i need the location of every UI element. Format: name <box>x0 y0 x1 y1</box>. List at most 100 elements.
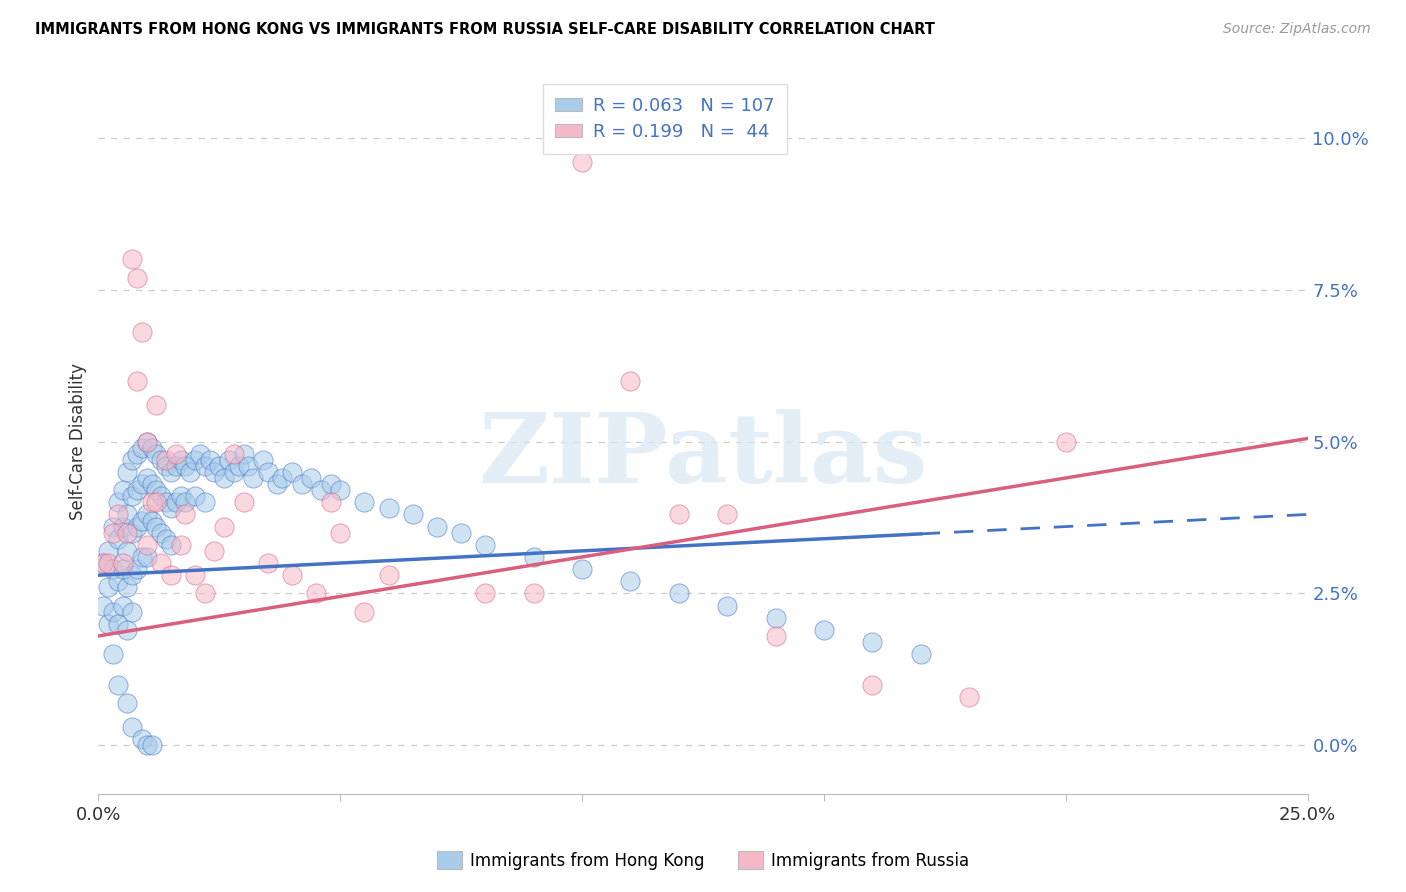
Point <box>910 647 932 661</box>
Point <box>212 471 235 485</box>
Point <box>121 252 143 267</box>
Point <box>121 605 143 619</box>
Point <box>281 465 304 479</box>
Point <box>353 605 375 619</box>
Point <box>232 495 254 509</box>
Point <box>107 532 129 546</box>
Point <box>121 525 143 540</box>
Point <box>377 568 399 582</box>
Point <box>101 647 124 661</box>
Point <box>309 483 332 497</box>
Point <box>299 471 322 485</box>
Point <box>668 508 690 522</box>
Point <box>252 452 274 467</box>
Point <box>319 477 342 491</box>
Point <box>131 441 153 455</box>
Point <box>121 489 143 503</box>
Point <box>145 519 167 533</box>
Point <box>91 556 114 570</box>
Point <box>101 562 124 576</box>
Point <box>165 495 187 509</box>
Point <box>127 447 149 461</box>
Point <box>101 519 124 533</box>
Point <box>353 495 375 509</box>
Point <box>813 623 835 637</box>
Point <box>198 452 221 467</box>
Point <box>184 489 207 503</box>
Point <box>150 556 173 570</box>
Point <box>281 568 304 582</box>
Point <box>450 525 472 540</box>
Point <box>131 732 153 747</box>
Point <box>194 495 217 509</box>
Point <box>145 495 167 509</box>
Point <box>329 525 352 540</box>
Point <box>765 629 787 643</box>
Point <box>141 441 163 455</box>
Text: Source: ZipAtlas.com: Source: ZipAtlas.com <box>1223 22 1371 37</box>
Point <box>242 471 264 485</box>
Point <box>121 568 143 582</box>
Point <box>169 538 191 552</box>
Point <box>204 465 226 479</box>
Point <box>184 568 207 582</box>
Y-axis label: Self-Care Disability: Self-Care Disability <box>69 363 87 520</box>
Point <box>204 544 226 558</box>
Point <box>127 270 149 285</box>
Point <box>218 452 240 467</box>
Point <box>474 586 496 600</box>
Point <box>150 452 173 467</box>
Point <box>91 556 114 570</box>
Point <box>131 549 153 564</box>
Point <box>208 458 231 473</box>
Point <box>117 696 139 710</box>
Point <box>145 447 167 461</box>
Point <box>111 562 134 576</box>
Point <box>716 599 738 613</box>
Point <box>135 549 157 564</box>
Point <box>101 605 124 619</box>
Legend: Immigrants from Hong Kong, Immigrants from Russia: Immigrants from Hong Kong, Immigrants fr… <box>430 845 976 877</box>
Point <box>174 458 197 473</box>
Point <box>107 508 129 522</box>
Point <box>131 477 153 491</box>
Text: IMMIGRANTS FROM HONG KONG VS IMMIGRANTS FROM RUSSIA SELF-CARE DISABILITY CORRELA: IMMIGRANTS FROM HONG KONG VS IMMIGRANTS … <box>35 22 935 37</box>
Point <box>155 532 177 546</box>
Point <box>523 586 546 600</box>
Point <box>127 483 149 497</box>
Point <box>179 465 201 479</box>
Point <box>117 508 139 522</box>
Point <box>141 495 163 509</box>
Point <box>402 508 425 522</box>
Point <box>150 489 173 503</box>
Point <box>97 556 120 570</box>
Point <box>160 568 183 582</box>
Point <box>256 556 278 570</box>
Point <box>131 325 153 339</box>
Point <box>290 477 312 491</box>
Point <box>111 556 134 570</box>
Point <box>117 580 139 594</box>
Point <box>111 483 134 497</box>
Point <box>426 519 449 533</box>
Point <box>222 465 245 479</box>
Point <box>135 508 157 522</box>
Point <box>135 739 157 753</box>
Text: ZIPatlas: ZIPatlas <box>478 409 928 502</box>
Point <box>765 610 787 624</box>
Point <box>121 452 143 467</box>
Point <box>329 483 352 497</box>
Point <box>619 374 641 388</box>
Point <box>97 616 120 631</box>
Point <box>150 525 173 540</box>
Point <box>145 483 167 497</box>
Point <box>256 465 278 479</box>
Point <box>121 720 143 734</box>
Point <box>228 458 250 473</box>
Point <box>474 538 496 552</box>
Point <box>174 495 197 509</box>
Point <box>1054 434 1077 449</box>
Point <box>571 155 593 169</box>
Point <box>97 580 120 594</box>
Point <box>127 562 149 576</box>
